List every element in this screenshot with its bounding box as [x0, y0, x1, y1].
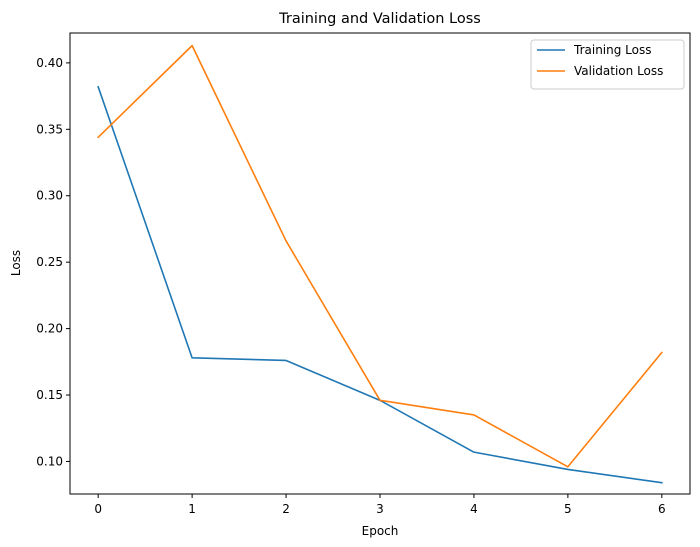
- x-tick-label-0: 0: [94, 502, 102, 516]
- y-tick-label-0: 0.10: [36, 454, 63, 468]
- legend-label-0: Training Loss: [573, 43, 651, 57]
- x-tick-label-1: 1: [188, 502, 196, 516]
- x-tick-label-4: 4: [470, 502, 478, 516]
- plot-series: [97, 44, 663, 484]
- chart-title: Training and Validation Loss: [278, 11, 481, 27]
- y-tick-label-1: 0.15: [36, 388, 63, 402]
- x-axis: 0 1 2 3 4 5 6: [94, 494, 666, 516]
- legend-label-1: Validation Loss: [574, 64, 663, 78]
- x-tick-label-3: 3: [376, 502, 384, 516]
- x-tick-label-5: 5: [564, 502, 572, 516]
- series-line-0: [97, 85, 663, 484]
- x-axis-label: Epoch: [362, 524, 399, 538]
- y-axis: 0.10 0.15 0.20 0.25 0.30 0.35 0.40: [36, 56, 70, 468]
- legend-box: [530, 39, 685, 90]
- y-tick-label-4: 0.30: [36, 189, 63, 203]
- x-tick-label-2: 2: [282, 502, 290, 516]
- y-tick-label-5: 0.35: [36, 122, 63, 136]
- y-tick-label-3: 0.25: [36, 255, 63, 269]
- y-tick-label-6: 0.40: [36, 56, 63, 70]
- series-line-1: [97, 44, 663, 468]
- legend: Training Loss Validation Loss: [530, 39, 685, 90]
- plot-frame: [69, 32, 691, 495]
- x-tick-label-6: 6: [658, 502, 666, 516]
- y-axis-label: Loss: [9, 250, 23, 276]
- y-tick-label-2: 0.20: [36, 322, 63, 336]
